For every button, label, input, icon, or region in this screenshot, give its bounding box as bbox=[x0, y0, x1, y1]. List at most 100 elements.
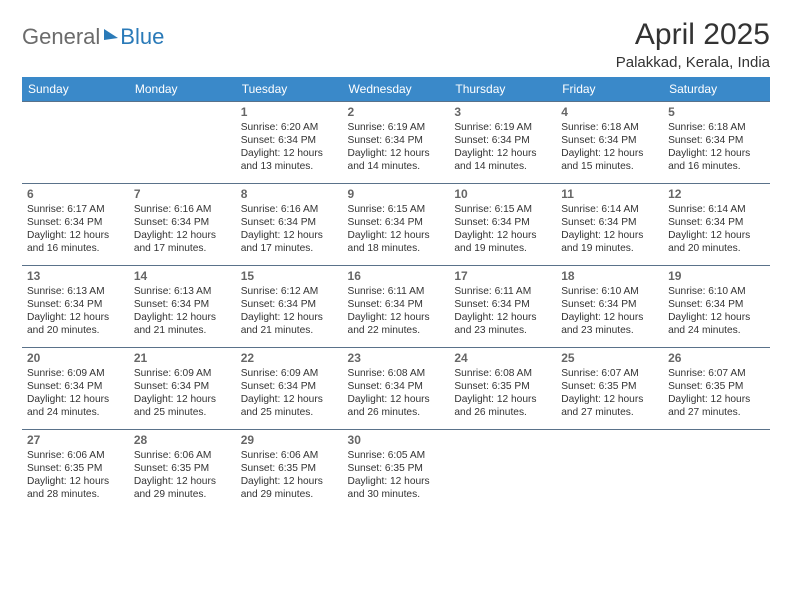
sunrise-text: Sunrise: 6:14 AM bbox=[668, 203, 765, 216]
calendar-cell: 15Sunrise: 6:12 AMSunset: 6:34 PMDayligh… bbox=[236, 266, 343, 348]
day-number: 27 bbox=[27, 433, 124, 447]
sunset-text: Sunset: 6:34 PM bbox=[134, 298, 231, 311]
dow-saturday: Saturday bbox=[663, 77, 770, 102]
sunrise-text: Sunrise: 6:18 AM bbox=[668, 121, 765, 134]
dl1-text: Daylight: 12 hours bbox=[134, 475, 231, 488]
calendar-cell-empty bbox=[556, 430, 663, 512]
sunset-text: Sunset: 6:34 PM bbox=[454, 298, 551, 311]
sunset-text: Sunset: 6:34 PM bbox=[668, 298, 765, 311]
sunset-text: Sunset: 6:34 PM bbox=[668, 216, 765, 229]
sunset-text: Sunset: 6:34 PM bbox=[668, 134, 765, 147]
sunset-text: Sunset: 6:34 PM bbox=[348, 216, 445, 229]
day-number: 30 bbox=[348, 433, 445, 447]
sunrise-text: Sunrise: 6:11 AM bbox=[348, 285, 445, 298]
sunset-text: Sunset: 6:34 PM bbox=[348, 380, 445, 393]
dl1-text: Daylight: 12 hours bbox=[348, 393, 445, 406]
calendar-cell: 25Sunrise: 6:07 AMSunset: 6:35 PMDayligh… bbox=[556, 348, 663, 430]
calendar-cell: 22Sunrise: 6:09 AMSunset: 6:34 PMDayligh… bbox=[236, 348, 343, 430]
day-number: 1 bbox=[241, 105, 338, 119]
dl2-text: and 20 minutes. bbox=[27, 324, 124, 337]
month-title: April 2025 bbox=[616, 18, 770, 52]
dl2-text: and 20 minutes. bbox=[668, 242, 765, 255]
location-text: Palakkad, Kerala, India bbox=[616, 54, 770, 71]
dl2-text: and 26 minutes. bbox=[348, 406, 445, 419]
dl2-text: and 19 minutes. bbox=[454, 242, 551, 255]
sunrise-text: Sunrise: 6:16 AM bbox=[134, 203, 231, 216]
dl2-text: and 21 minutes. bbox=[134, 324, 231, 337]
calendar-cell-empty bbox=[663, 430, 770, 512]
sunrise-text: Sunrise: 6:13 AM bbox=[27, 285, 124, 298]
dl2-text: and 29 minutes. bbox=[134, 488, 231, 501]
calendar-cell: 30Sunrise: 6:05 AMSunset: 6:35 PMDayligh… bbox=[343, 430, 450, 512]
dl2-text: and 30 minutes. bbox=[348, 488, 445, 501]
dow-sunday: Sunday bbox=[22, 77, 129, 102]
day-number: 5 bbox=[668, 105, 765, 119]
dl1-text: Daylight: 12 hours bbox=[348, 311, 445, 324]
calendar-cell: 2Sunrise: 6:19 AMSunset: 6:34 PMDaylight… bbox=[343, 102, 450, 184]
dl1-text: Daylight: 12 hours bbox=[668, 229, 765, 242]
day-number: 21 bbox=[134, 351, 231, 365]
sunset-text: Sunset: 6:34 PM bbox=[561, 134, 658, 147]
dl1-text: Daylight: 12 hours bbox=[241, 311, 338, 324]
day-number: 4 bbox=[561, 105, 658, 119]
sunrise-text: Sunrise: 6:07 AM bbox=[561, 367, 658, 380]
sunset-text: Sunset: 6:35 PM bbox=[454, 380, 551, 393]
day-number: 25 bbox=[561, 351, 658, 365]
calendar-week-row: 13Sunrise: 6:13 AMSunset: 6:34 PMDayligh… bbox=[22, 266, 770, 348]
day-number: 16 bbox=[348, 269, 445, 283]
dl1-text: Daylight: 12 hours bbox=[134, 229, 231, 242]
sunrise-text: Sunrise: 6:13 AM bbox=[134, 285, 231, 298]
sunset-text: Sunset: 6:35 PM bbox=[134, 462, 231, 475]
sunset-text: Sunset: 6:34 PM bbox=[27, 298, 124, 311]
calendar-cell: 9Sunrise: 6:15 AMSunset: 6:34 PMDaylight… bbox=[343, 184, 450, 266]
dl2-text: and 15 minutes. bbox=[561, 160, 658, 173]
sunset-text: Sunset: 6:34 PM bbox=[241, 298, 338, 311]
calendar-cell-empty bbox=[22, 102, 129, 184]
day-number: 17 bbox=[454, 269, 551, 283]
dl2-text: and 14 minutes. bbox=[454, 160, 551, 173]
day-number: 19 bbox=[668, 269, 765, 283]
sunrise-text: Sunrise: 6:14 AM bbox=[561, 203, 658, 216]
calendar-cell: 1Sunrise: 6:20 AMSunset: 6:34 PMDaylight… bbox=[236, 102, 343, 184]
day-number: 22 bbox=[241, 351, 338, 365]
day-number: 20 bbox=[27, 351, 124, 365]
calendar-week-row: 27Sunrise: 6:06 AMSunset: 6:35 PMDayligh… bbox=[22, 430, 770, 512]
dl2-text: and 14 minutes. bbox=[348, 160, 445, 173]
dl1-text: Daylight: 12 hours bbox=[668, 147, 765, 160]
sunrise-text: Sunrise: 6:19 AM bbox=[454, 121, 551, 134]
dl2-text: and 16 minutes. bbox=[27, 242, 124, 255]
dl2-text: and 25 minutes. bbox=[241, 406, 338, 419]
sunrise-text: Sunrise: 6:08 AM bbox=[348, 367, 445, 380]
calendar-cell: 16Sunrise: 6:11 AMSunset: 6:34 PMDayligh… bbox=[343, 266, 450, 348]
sunset-text: Sunset: 6:34 PM bbox=[241, 216, 338, 229]
page-root: General Blue April 2025 Palakkad, Kerala… bbox=[0, 0, 792, 530]
calendar-cell: 10Sunrise: 6:15 AMSunset: 6:34 PMDayligh… bbox=[449, 184, 556, 266]
dl1-text: Daylight: 12 hours bbox=[561, 311, 658, 324]
day-number: 13 bbox=[27, 269, 124, 283]
calendar-week-row: 1Sunrise: 6:20 AMSunset: 6:34 PMDaylight… bbox=[22, 102, 770, 184]
calendar-cell: 26Sunrise: 6:07 AMSunset: 6:35 PMDayligh… bbox=[663, 348, 770, 430]
title-block: April 2025 Palakkad, Kerala, India bbox=[616, 18, 770, 71]
dl2-text: and 13 minutes. bbox=[241, 160, 338, 173]
sunset-text: Sunset: 6:34 PM bbox=[241, 380, 338, 393]
brand-part2: Blue bbox=[120, 24, 164, 50]
sunset-text: Sunset: 6:35 PM bbox=[27, 462, 124, 475]
dl1-text: Daylight: 12 hours bbox=[27, 475, 124, 488]
sunset-text: Sunset: 6:34 PM bbox=[134, 216, 231, 229]
sunrise-text: Sunrise: 6:06 AM bbox=[134, 449, 231, 462]
sunrise-text: Sunrise: 6:16 AM bbox=[241, 203, 338, 216]
calendar-cell: 6Sunrise: 6:17 AMSunset: 6:34 PMDaylight… bbox=[22, 184, 129, 266]
dl2-text: and 21 minutes. bbox=[241, 324, 338, 337]
sunset-text: Sunset: 6:34 PM bbox=[27, 380, 124, 393]
dl2-text: and 24 minutes. bbox=[668, 324, 765, 337]
sunrise-text: Sunrise: 6:19 AM bbox=[348, 121, 445, 134]
calendar-cell: 24Sunrise: 6:08 AMSunset: 6:35 PMDayligh… bbox=[449, 348, 556, 430]
header: General Blue April 2025 Palakkad, Kerala… bbox=[22, 18, 770, 71]
calendar-cell: 14Sunrise: 6:13 AMSunset: 6:34 PMDayligh… bbox=[129, 266, 236, 348]
dl2-text: and 29 minutes. bbox=[241, 488, 338, 501]
dow-wednesday: Wednesday bbox=[343, 77, 450, 102]
dl2-text: and 23 minutes. bbox=[454, 324, 551, 337]
day-number: 24 bbox=[454, 351, 551, 365]
day-number: 18 bbox=[561, 269, 658, 283]
sunset-text: Sunset: 6:34 PM bbox=[241, 134, 338, 147]
